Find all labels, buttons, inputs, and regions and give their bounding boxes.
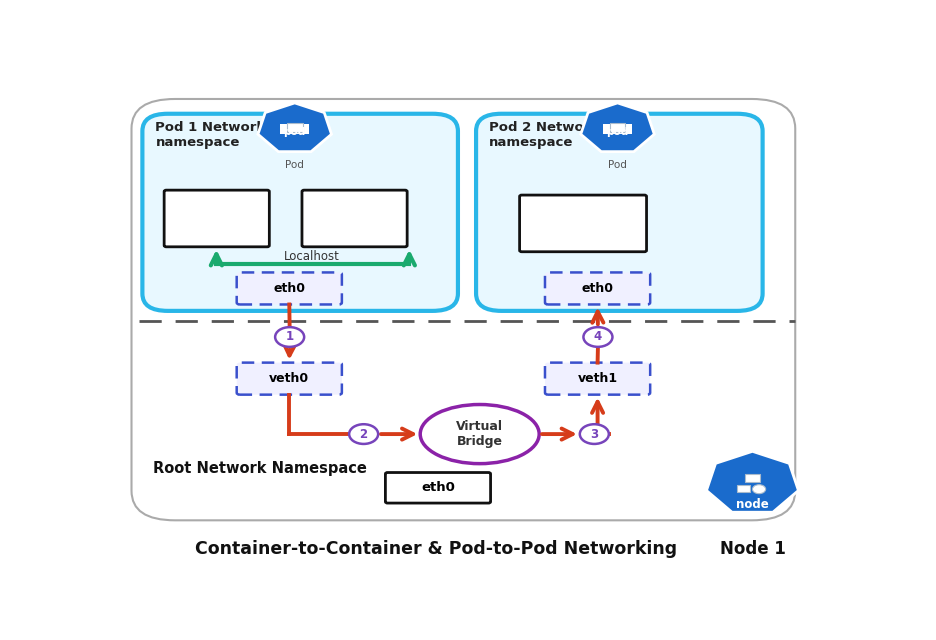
Text: Node 1: Node 1 — [720, 540, 785, 558]
FancyBboxPatch shape — [545, 273, 651, 305]
Polygon shape — [258, 103, 331, 152]
Polygon shape — [603, 124, 632, 134]
Bar — [737, 484, 750, 492]
Bar — [286, 123, 302, 132]
Text: Localhost: Localhost — [284, 250, 340, 263]
Text: 4: 4 — [593, 330, 602, 344]
Text: veth1: veth1 — [578, 372, 618, 385]
Circle shape — [275, 327, 304, 347]
Text: Pod: Pod — [285, 160, 304, 170]
Text: pod: pod — [284, 127, 306, 136]
Bar — [609, 123, 625, 132]
Polygon shape — [707, 451, 798, 512]
Text: Container-to-Container & Pod-to-Pod Networking: Container-to-Container & Pod-to-Pod Netw… — [195, 540, 678, 558]
Polygon shape — [281, 124, 309, 134]
FancyBboxPatch shape — [237, 363, 342, 395]
FancyBboxPatch shape — [386, 472, 490, 503]
Circle shape — [583, 327, 612, 347]
Circle shape — [349, 424, 378, 444]
Bar — [745, 474, 760, 483]
Ellipse shape — [420, 404, 539, 463]
Text: Root Network Namespace: Root Network Namespace — [154, 461, 367, 476]
Text: Container 3: Container 3 — [539, 217, 626, 230]
Text: 2: 2 — [359, 428, 368, 440]
Text: 3: 3 — [591, 428, 598, 440]
Circle shape — [579, 424, 608, 444]
FancyBboxPatch shape — [131, 99, 796, 520]
Polygon shape — [580, 103, 654, 152]
Text: 1: 1 — [285, 330, 294, 344]
Text: Pod 1 Network
namespace: Pod 1 Network namespace — [155, 121, 266, 149]
Circle shape — [753, 484, 766, 493]
Text: Pod 2 Network
namespace: Pod 2 Network namespace — [490, 121, 599, 149]
Text: Container 2: Container 2 — [311, 212, 398, 225]
FancyBboxPatch shape — [519, 195, 647, 252]
Text: veth0: veth0 — [270, 372, 309, 385]
Text: Virtual
Bridge: Virtual Bridge — [456, 420, 504, 448]
Text: Pod: Pod — [608, 160, 627, 170]
FancyBboxPatch shape — [545, 363, 651, 395]
FancyBboxPatch shape — [476, 114, 763, 311]
Text: Container 1: Container 1 — [173, 212, 260, 225]
Text: pod: pod — [607, 127, 629, 136]
FancyBboxPatch shape — [142, 114, 458, 311]
Text: eth0: eth0 — [421, 481, 455, 494]
FancyBboxPatch shape — [237, 273, 342, 305]
Text: eth0: eth0 — [273, 282, 305, 295]
FancyBboxPatch shape — [302, 190, 407, 247]
Text: node: node — [736, 498, 768, 511]
FancyBboxPatch shape — [164, 190, 270, 247]
Text: eth0: eth0 — [581, 282, 614, 295]
